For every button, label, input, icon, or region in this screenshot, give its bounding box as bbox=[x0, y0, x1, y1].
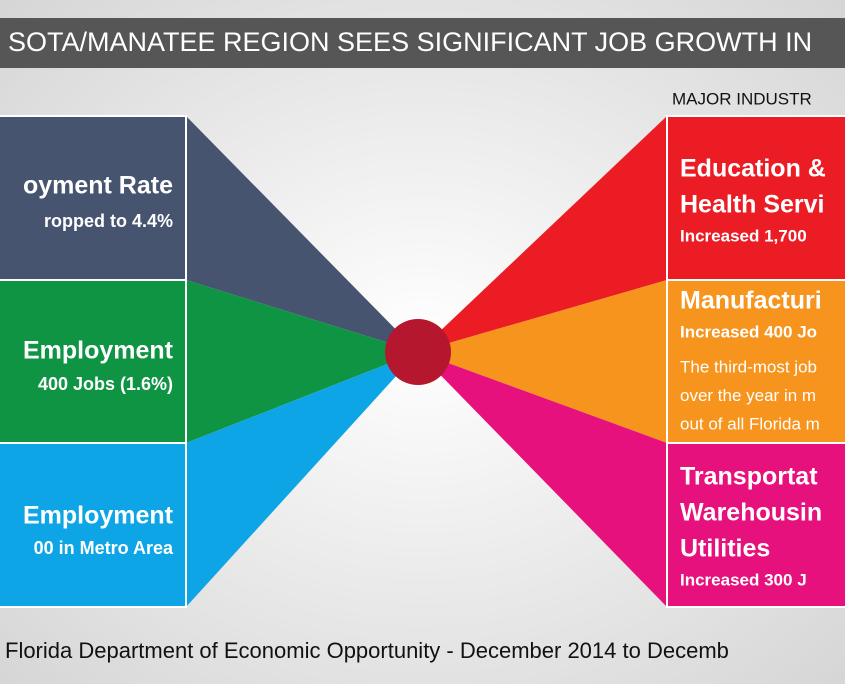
panel-detail: ropped to 4.4% bbox=[44, 211, 173, 231]
title-bar bbox=[0, 18, 845, 68]
panel-note: The third-most job bbox=[680, 357, 817, 376]
panel bbox=[666, 115, 845, 281]
funnel bbox=[186, 352, 418, 607]
funnel bbox=[418, 352, 667, 607]
funnel bbox=[186, 116, 418, 352]
panel-detail: Increased 300 J bbox=[680, 570, 807, 589]
panel-heading: oyment Rate bbox=[23, 172, 173, 200]
title: SOTA/MANATEE REGION SEES SIGNIFICANT JOB… bbox=[8, 27, 812, 57]
panel-heading: Transportat bbox=[680, 463, 818, 491]
panel-heading: Utilities bbox=[680, 535, 770, 563]
panel-detail: 00 in Metro Area bbox=[34, 538, 174, 558]
panel-heading: Manufacturi bbox=[680, 287, 822, 315]
panel bbox=[666, 279, 845, 444]
panel-heading: Health Servi bbox=[680, 191, 825, 219]
panel-heading: Warehousin bbox=[680, 499, 822, 527]
panel-heading: Employment bbox=[23, 337, 174, 365]
source: Florida Department of Economic Opportuni… bbox=[5, 638, 729, 663]
panel-note: over the year in m bbox=[680, 386, 816, 405]
panel-detail: 400 Jobs (1.6%) bbox=[38, 374, 173, 394]
panel-heading: Employment bbox=[23, 502, 174, 530]
panel-note: out of all Florida m bbox=[680, 414, 820, 433]
funnel bbox=[186, 280, 418, 443]
hub bbox=[385, 319, 451, 385]
panel bbox=[0, 115, 187, 281]
panel-detail: Increased 1,700 bbox=[680, 226, 807, 245]
panel bbox=[0, 442, 187, 608]
panel-heading: Education & bbox=[680, 155, 826, 183]
panel-detail: Increased 400 Jo bbox=[680, 322, 817, 341]
funnel bbox=[418, 280, 667, 443]
funnel bbox=[418, 116, 667, 352]
major-label: MAJOR INDUSTR bbox=[672, 89, 812, 108]
panel bbox=[666, 442, 845, 608]
panel bbox=[0, 279, 187, 444]
